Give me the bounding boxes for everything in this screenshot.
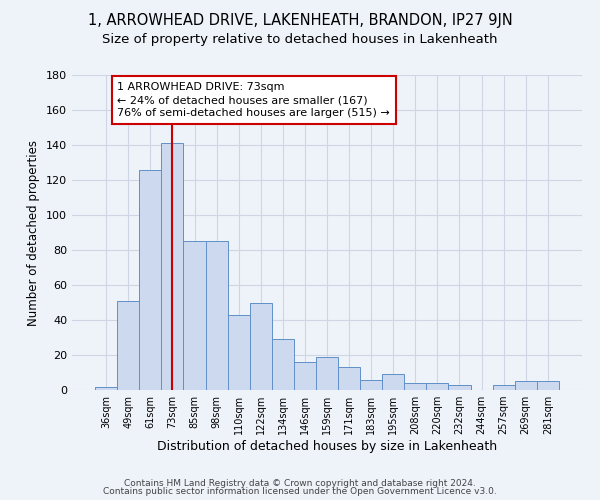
Bar: [184, 242, 206, 390]
Bar: [294, 362, 316, 390]
Bar: [338, 367, 360, 390]
Bar: [161, 143, 184, 390]
Bar: [427, 383, 448, 390]
Bar: [515, 381, 537, 390]
Bar: [250, 302, 272, 390]
Bar: [382, 374, 404, 390]
Text: Contains HM Land Registry data © Crown copyright and database right 2024.: Contains HM Land Registry data © Crown c…: [124, 478, 476, 488]
Bar: [272, 339, 294, 390]
Bar: [206, 242, 227, 390]
Bar: [227, 315, 250, 390]
Bar: [404, 383, 427, 390]
Bar: [95, 386, 117, 390]
Bar: [360, 380, 382, 390]
Bar: [537, 381, 559, 390]
Bar: [117, 300, 139, 390]
Bar: [139, 170, 161, 390]
Text: 1 ARROWHEAD DRIVE: 73sqm
← 24% of detached houses are smaller (167)
76% of semi-: 1 ARROWHEAD DRIVE: 73sqm ← 24% of detach…: [117, 82, 390, 118]
Bar: [448, 385, 470, 390]
Text: 1, ARROWHEAD DRIVE, LAKENHEATH, BRANDON, IP27 9JN: 1, ARROWHEAD DRIVE, LAKENHEATH, BRANDON,…: [88, 12, 512, 28]
Bar: [493, 385, 515, 390]
Bar: [316, 357, 338, 390]
Text: Size of property relative to detached houses in Lakenheath: Size of property relative to detached ho…: [102, 32, 498, 46]
Y-axis label: Number of detached properties: Number of detached properties: [28, 140, 40, 326]
Text: Contains public sector information licensed under the Open Government Licence v3: Contains public sector information licen…: [103, 487, 497, 496]
X-axis label: Distribution of detached houses by size in Lakenheath: Distribution of detached houses by size …: [157, 440, 497, 453]
